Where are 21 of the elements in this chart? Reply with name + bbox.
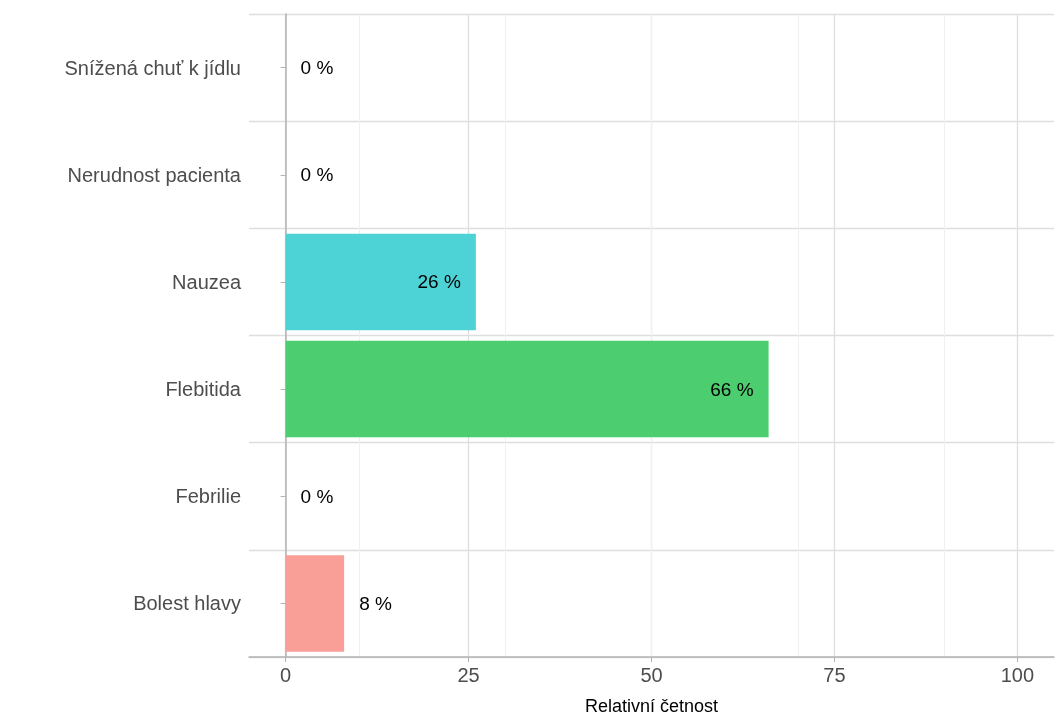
x-tick-label: 0 — [280, 664, 292, 686]
y-tick-label: Bolest hlavy — [133, 592, 241, 615]
x-axis-title: Relativní četnost — [584, 696, 719, 716]
x-tick-label: 100 — [1000, 664, 1035, 686]
y-tick-label: Snížená chuť k jídlu — [64, 56, 241, 79]
data-label: 0 % — [300, 164, 334, 186]
data-label: 0 % — [300, 57, 334, 79]
y-tick-label: Flebitida — [165, 378, 242, 401]
data-label: 8 % — [359, 592, 392, 614]
data-label: 66 % — [710, 378, 754, 400]
y-tick-label: Febrilie — [175, 485, 241, 508]
x-tick-label: 50 — [640, 664, 663, 686]
data-label: 0 % — [300, 485, 334, 507]
data-label: 26 % — [417, 271, 461, 293]
bar — [285, 555, 345, 652]
x-tick-label: 75 — [823, 664, 846, 686]
bar — [285, 233, 476, 331]
x-tick-label: 25 — [457, 664, 480, 686]
y-tick-label: Nerudnost pacienta — [67, 163, 242, 186]
bar — [285, 340, 769, 438]
y-tick-label: Nauzea — [172, 270, 242, 293]
